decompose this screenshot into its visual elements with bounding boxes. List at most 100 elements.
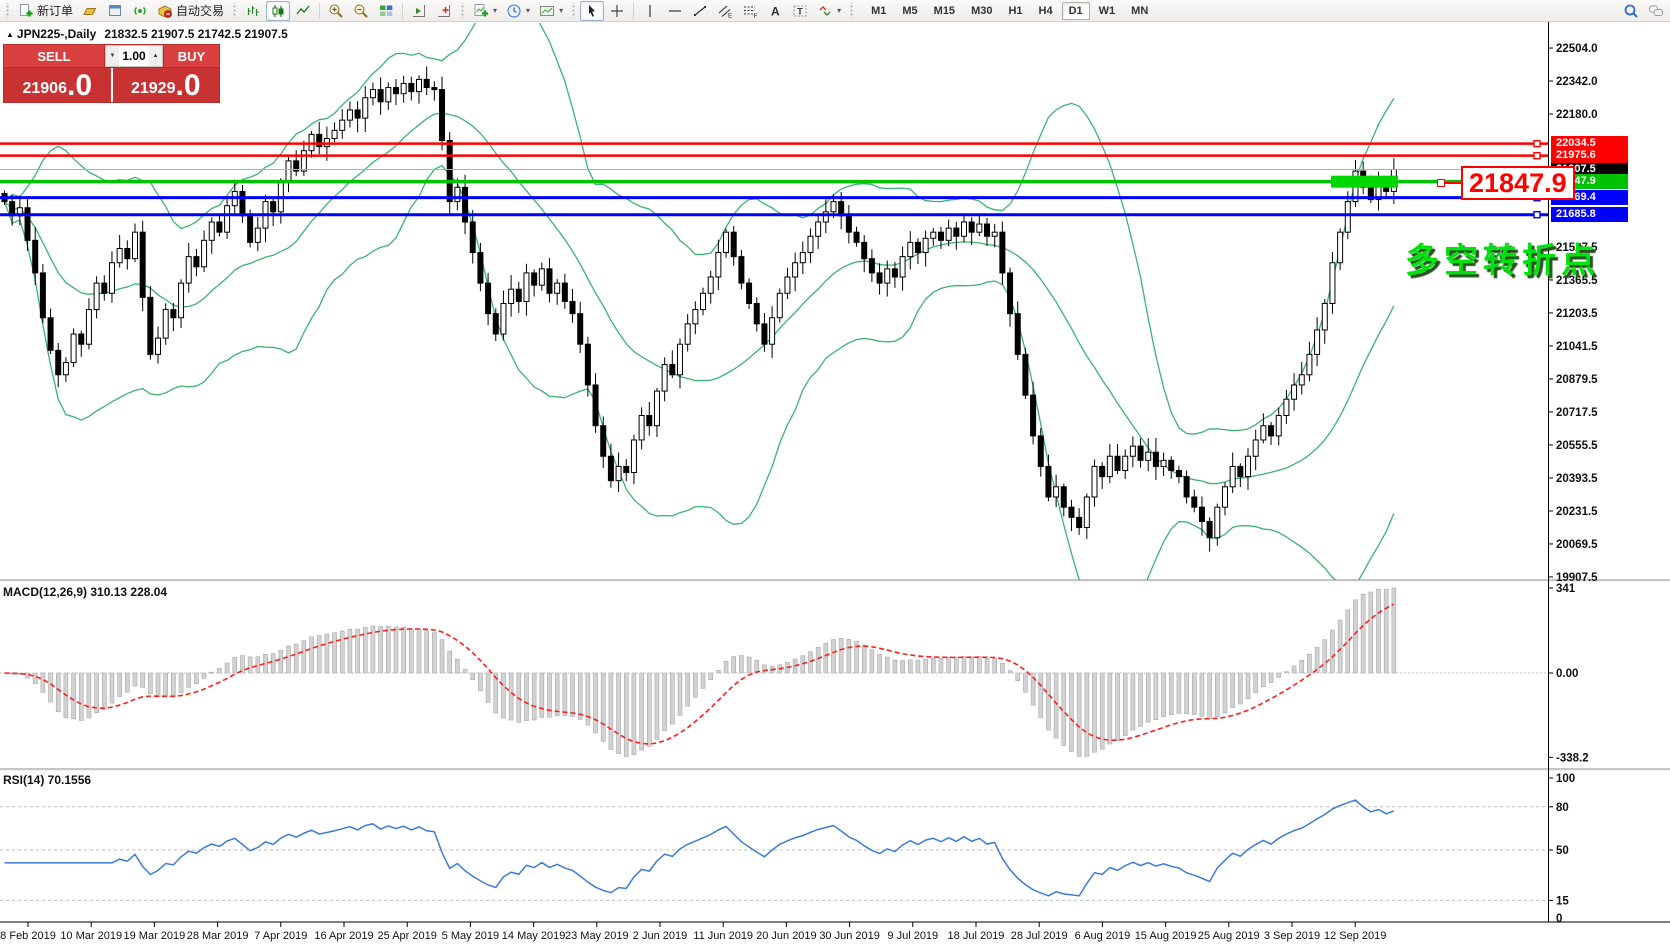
volume-up-button[interactable]: ▲ (149, 46, 162, 66)
candlestick-chart-button[interactable] (266, 0, 291, 21)
auto-trading-button[interactable]: 自动交易 (153, 1, 228, 21)
svg-text:7 Apr 2019: 7 Apr 2019 (254, 930, 307, 942)
trendline-button[interactable] (688, 1, 712, 21)
crosshair-button[interactable] (605, 1, 629, 21)
sell-button[interactable]: SELL (4, 45, 104, 67)
svg-text:20 Jun 2019: 20 Jun 2019 (756, 930, 817, 942)
trendline-icon (692, 3, 708, 19)
candlestick-icon (270, 3, 286, 19)
chat-icon (1648, 3, 1664, 19)
buy-price[interactable]: 21929.0 (112, 68, 219, 102)
arrows-button[interactable]: ▾ (813, 1, 845, 21)
line-chart-button[interactable] (291, 1, 315, 21)
svg-text:5 May 2019: 5 May 2019 (442, 930, 499, 942)
timeframe-M15[interactable]: M15 (927, 2, 962, 20)
clock-icon (506, 3, 522, 19)
zoom-out-button[interactable] (349, 1, 373, 21)
time-axis[interactable]: 8 Feb 2019 10 Mar 2019 19 Mar 2019 28 Mar 2… (0, 922, 1386, 942)
arrows-icon (817, 3, 833, 19)
timeframe-W1[interactable]: W1 (1092, 2, 1123, 20)
text-button[interactable]: A (763, 1, 787, 21)
vertical-line-button[interactable] (638, 1, 662, 21)
chart-annotation-text[interactable]: 多空转折点 (1405, 242, 1600, 280)
text-label-button[interactable]: T (788, 1, 812, 21)
toolbar-separator (402, 2, 404, 19)
svg-text:21203.5: 21203.5 (1556, 308, 1598, 320)
svg-text:10 Mar 2019: 10 Mar 2019 (60, 930, 122, 942)
timeframe-H4[interactable]: H4 (1032, 2, 1060, 20)
volume-input[interactable] (119, 46, 149, 66)
auto-scroll-button[interactable] (407, 1, 431, 21)
svg-text:6 Aug 2019: 6 Aug 2019 (1075, 930, 1131, 942)
callout-handle[interactable] (1437, 179, 1445, 187)
chart-title: ▲ JPN225-,Daily 21832.5 21907.5 21742.5 21… (6, 27, 288, 41)
svg-text:20069.5: 20069.5 (1556, 539, 1598, 551)
price-axis[interactable]: 22504.0 22342.0 22180.0 21527.5 21365.5 21203… (1548, 43, 1598, 584)
chart-shift-button[interactable] (432, 1, 456, 21)
fibonacci-button[interactable]: F (738, 1, 762, 21)
toolbar-separator (633, 2, 635, 19)
new-order-button[interactable]: 新订单 (14, 1, 77, 21)
svg-text:3 Sep 2019: 3 Sep 2019 (1264, 930, 1320, 942)
toolbar-grip[interactable] (849, 3, 855, 18)
svg-text:9 Jul 2019: 9 Jul 2019 (887, 930, 938, 942)
timeframe-M5[interactable]: M5 (895, 2, 924, 20)
line-chart-icon (295, 3, 311, 19)
timeframe-D1[interactable]: D1 (1061, 1, 1090, 20)
price-callout[interactable]: 21847.9 (1461, 166, 1575, 200)
periods-button[interactable]: ▾ (502, 1, 534, 21)
signals-button[interactable] (128, 1, 152, 21)
zoom-in-button[interactable] (324, 1, 348, 21)
toolbar-grip[interactable] (460, 3, 466, 18)
toolbar-grip[interactable] (5, 3, 10, 18)
svg-text:18 Jul 2019: 18 Jul 2019 (948, 930, 1005, 942)
toolbar-grip[interactable] (232, 3, 238, 18)
new-chart-icon (473, 3, 489, 19)
timeframe-M30[interactable]: M30 (964, 2, 999, 20)
search-button[interactable] (1619, 1, 1643, 21)
cursor-button[interactable] (580, 0, 605, 21)
market-watch-button[interactable] (78, 1, 102, 21)
data-window-button[interactable] (103, 1, 127, 21)
svg-text:20231.5: 20231.5 (1556, 506, 1598, 518)
bar-chart-button[interactable] (241, 1, 265, 21)
community-chat-button[interactable] (1644, 1, 1668, 21)
timeframe-H1[interactable]: H1 (1001, 2, 1029, 20)
timeframe-M1[interactable]: M1 (864, 2, 893, 20)
macd-axis[interactable]: 341 0.00 -338.2 (1548, 583, 1589, 764)
price-line-label-22034.5: 22034.5 (1551, 136, 1628, 152)
tile-windows-icon (378, 3, 394, 19)
rsi-axis[interactable]: 100 80 50 15 0 (1548, 773, 1575, 925)
tile-windows-button[interactable] (374, 1, 398, 21)
svg-text:15: 15 (1556, 895, 1569, 907)
svg-text:25 Apr 2019: 25 Apr 2019 (378, 930, 437, 942)
svg-text:11 Jun 2019: 11 Jun 2019 (693, 930, 753, 942)
svg-text:14 May 2019: 14 May 2019 (502, 930, 566, 942)
svg-text:20555.5: 20555.5 (1556, 440, 1598, 452)
svg-text:80: 80 (1556, 802, 1569, 814)
collapse-triangle-icon[interactable]: ▲ (6, 30, 14, 39)
timeframe-MN[interactable]: MN (1124, 2, 1155, 20)
svg-text:20393.5: 20393.5 (1556, 473, 1598, 485)
svg-text:T: T (797, 6, 803, 16)
svg-text:100: 100 (1556, 773, 1575, 785)
highlight-zone[interactable] (1331, 175, 1398, 188)
new-order-label: 新订单 (37, 4, 74, 18)
toolbar-grip[interactable] (571, 3, 577, 18)
svg-text:15 Aug 2019: 15 Aug 2019 (1135, 930, 1197, 942)
timeframe-group: M1 M5 M15 M30 H1 H4 D1 W1 MN (864, 1, 1155, 20)
auto-trading-icon (157, 3, 173, 19)
sell-price[interactable]: 21906.0 (4, 68, 111, 102)
svg-text:19907.5: 19907.5 (1556, 572, 1598, 584)
equidistant-channel-button[interactable]: E (713, 1, 737, 21)
horizontal-line-button[interactable] (663, 1, 687, 21)
templates-button[interactable]: ▾ (535, 1, 567, 21)
volume-stepper: ▼ ▲ (105, 45, 163, 67)
volume-down-button[interactable]: ▼ (106, 46, 119, 66)
new-chart-button[interactable]: ▾ (469, 1, 501, 21)
svg-text:341: 341 (1556, 583, 1576, 595)
buy-button[interactable]: BUY (164, 45, 219, 67)
signal-icon (132, 3, 148, 19)
horizontal-lines (0, 139, 1548, 219)
